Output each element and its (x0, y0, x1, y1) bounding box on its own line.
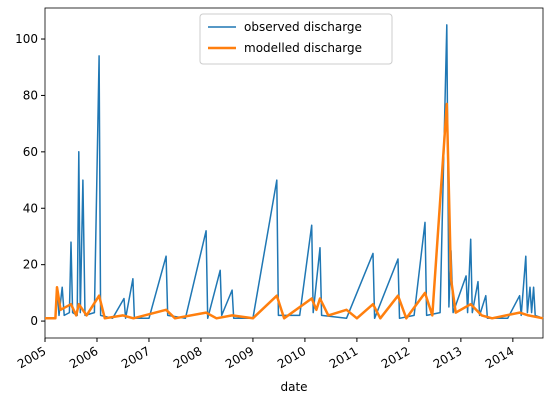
x-tick-label: 2008 (171, 344, 204, 371)
legend-box (199, 13, 393, 65)
x-tick-label: 2014 (483, 344, 516, 371)
data-line (45, 102, 544, 320)
legend-label: modelled discharge (244, 41, 362, 55)
y-tick-label: 100 (15, 32, 38, 46)
x-tick-label: 2005 (15, 344, 48, 371)
x-tick-label: 2009 (223, 344, 256, 371)
y-tick-label: 40 (23, 201, 38, 215)
x-tick-label: 2010 (275, 344, 308, 371)
legend-label: observed discharge (244, 20, 362, 34)
y-tick-label: 20 (23, 258, 38, 272)
y-tick-label: 0 (30, 314, 38, 328)
x-tick-label: 2012 (379, 344, 412, 371)
x-tick-label: 2011 (327, 344, 360, 371)
y-tick-label: 80 (23, 88, 38, 102)
x-tick-label: 2006 (67, 344, 100, 371)
x-tick-label: 2013 (431, 344, 464, 371)
x-axis-label: date (280, 380, 307, 394)
data-line (45, 24, 544, 320)
x-tick-label: 2007 (119, 344, 152, 371)
y-tick-label: 60 (23, 145, 38, 159)
plot-frame (44, 7, 544, 339)
